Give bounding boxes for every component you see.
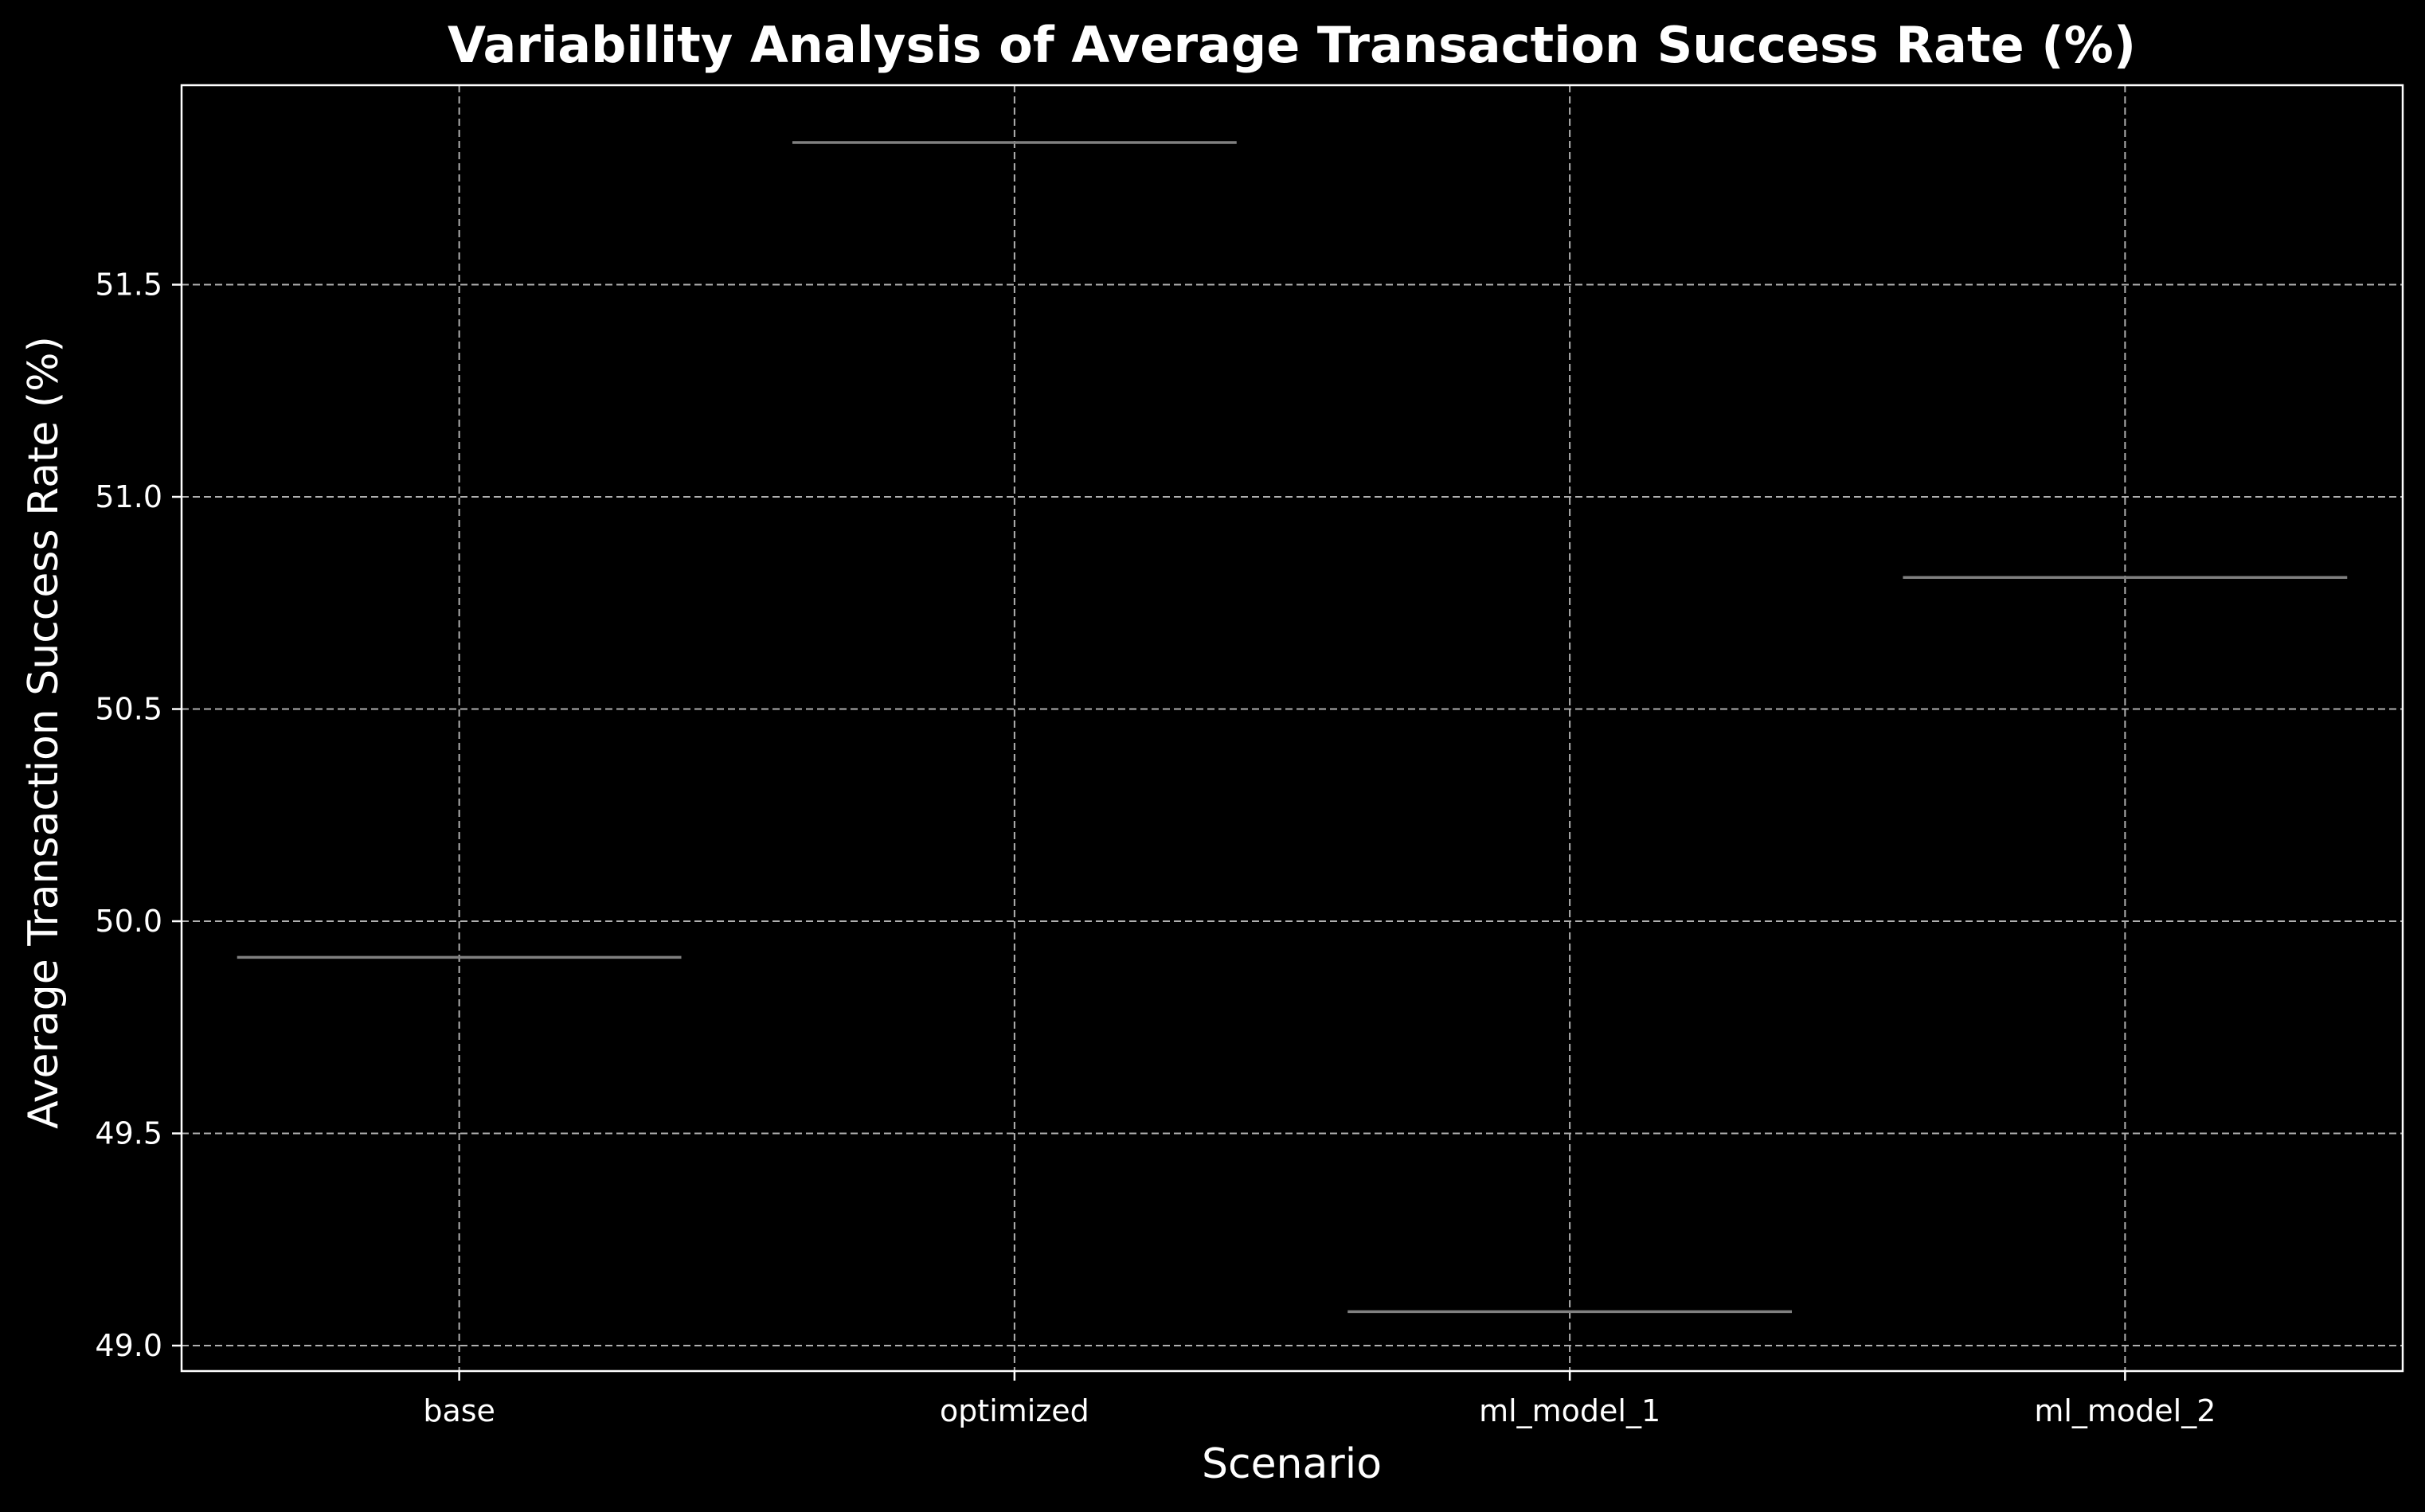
x-tick-label: ml_model_2: [2034, 1393, 2216, 1428]
chart-title: Variability Analysis of Average Transact…: [448, 16, 2136, 74]
data-marks: [237, 141, 2348, 1314]
x-axis-label: Scenario: [1202, 1440, 1382, 1488]
axis-ticks: 49.0 49.5 50.0 50.5 51.0 51.5 base optimized ml_…: [95, 268, 2216, 1428]
x-tick-label: base: [423, 1393, 495, 1428]
x-tick-label: optimized: [940, 1393, 1089, 1428]
y-tick-label: 50.5: [95, 692, 162, 727]
y-tick-label: 51.5: [95, 268, 162, 303]
y-tick-label: 49.0: [95, 1328, 162, 1363]
plot-frame: [180, 84, 2404, 1373]
y-axis-label: Average Transaction Success Rate (%): [20, 336, 68, 1129]
grid: [182, 85, 2403, 1371]
x-tick-label: ml_model_1: [1479, 1393, 1660, 1428]
y-tick-label: 49.5: [95, 1116, 162, 1151]
y-tick-label: 50.0: [95, 904, 162, 939]
y-tick-label: 51.0: [95, 479, 162, 514]
